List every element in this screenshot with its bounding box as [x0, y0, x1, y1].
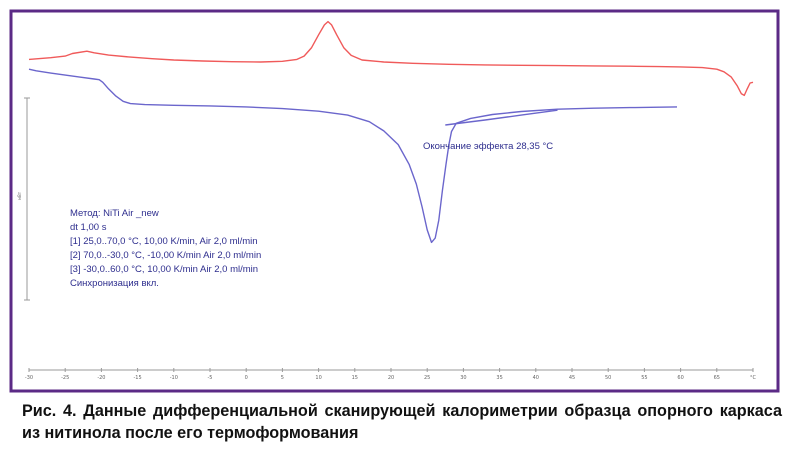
method-line: Синхронизация вкл. [70, 278, 159, 289]
x-tick-label: 60 [677, 375, 683, 381]
method-line: [3] -30,0..60,0 °C, 10,00 K/min Air 2,0 … [70, 264, 258, 275]
x-tick-label: 25 [424, 375, 430, 381]
x-tick-label: 10 [315, 375, 321, 381]
x-tick-label: 20 [388, 375, 394, 381]
x-tick-label: 35 [496, 375, 502, 381]
x-tick-label: -25 [61, 375, 69, 381]
method-line: [2] 70,0..-30,0 °C, -10,00 K/min Air 2,0… [70, 250, 261, 261]
x-tick-label: 50 [605, 375, 611, 381]
method-line: Метод: NiTi Air _new [70, 208, 159, 219]
cooling-curve [28, 68, 678, 244]
x-tick-label: 0 [245, 375, 248, 381]
method-line: [1] 25,0..70,0 °C, 10,00 K/min, Air 2,0 … [70, 236, 258, 247]
x-tick-label: 65 [714, 375, 720, 381]
heating-curve [28, 20, 754, 97]
x-tick-label: 5 [281, 375, 284, 381]
method-line: dt 1,00 s [70, 222, 107, 233]
effect-tangent-line [445, 109, 558, 126]
x-tick-label: °C [750, 375, 757, 381]
chart-frame [9, 9, 780, 393]
y-axis-mark: мВт [17, 191, 22, 200]
x-tick-label: -30 [25, 375, 33, 381]
method-block: Метод: NiTi Air _new dt 1,00 s [1] 25,0.… [70, 208, 261, 289]
dsc-curves [28, 20, 754, 244]
figure-caption: Рис. 4. Данные дифференциальной сканирую… [22, 402, 782, 442]
x-tick-label: -10 [170, 375, 178, 381]
x-tick-label: 45 [569, 375, 575, 381]
x-axis: -30 -25 -20 -15 -10 -5 0 5 10 15 20 25 30 35 40 45 50 55 6… [25, 368, 757, 381]
x-tick-label: 15 [352, 375, 358, 381]
x-tick-label: -15 [134, 375, 142, 381]
x-tick-label: 30 [460, 375, 466, 381]
x-tick-label: 40 [533, 375, 539, 381]
x-tick-label: 55 [641, 375, 647, 381]
y-axis: мВт [17, 97, 30, 301]
x-axis-ticks: -30 -25 -20 -15 -10 -5 0 5 10 15 20 25 30 35 40 45 50 55 6… [25, 368, 757, 381]
x-tick-label: -5 [208, 375, 213, 381]
x-tick-label: -20 [97, 375, 105, 381]
effect-end-annotation: Окончание эффекта 28,35 °C [423, 141, 553, 152]
